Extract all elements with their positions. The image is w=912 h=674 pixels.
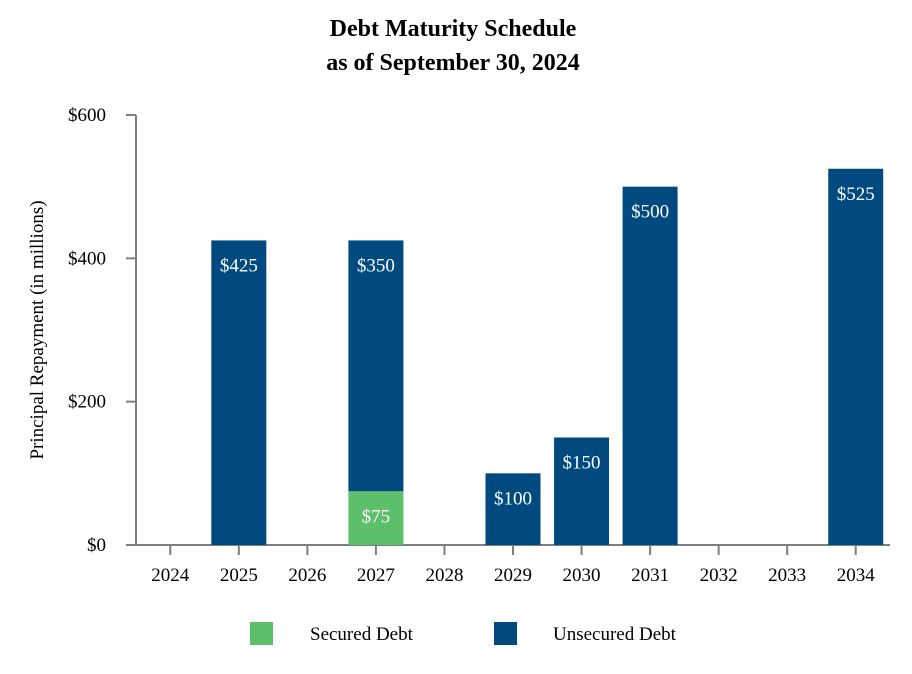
y-tick-label: $400 xyxy=(68,248,106,269)
y-tick-label: $600 xyxy=(68,105,106,126)
x-tick-label: 2025 xyxy=(220,565,258,586)
bar-value-label: $425 xyxy=(220,255,258,276)
bars xyxy=(211,168,884,545)
x-tick-label: 2024 xyxy=(151,565,190,586)
bar-unsecured-debt xyxy=(348,240,404,492)
x-tick-label: 2032 xyxy=(700,565,738,586)
y-axis: $0 $200 $400 $600 xyxy=(68,105,137,556)
chart-subtitle: as of September 30, 2024 xyxy=(326,50,580,76)
legend-swatch xyxy=(250,622,273,645)
legend: Secured Debt Unsecured Debt xyxy=(250,622,677,645)
legend-swatch xyxy=(494,622,517,645)
legend-label: Unsecured Debt xyxy=(553,624,677,645)
bar-value-label: $500 xyxy=(631,202,669,223)
y-tick-label: $0 xyxy=(87,535,106,556)
bar-unsecured-debt xyxy=(554,437,610,545)
x-tick-label: 2029 xyxy=(494,565,532,586)
y-axis-label: Principal Repayment (in millions) xyxy=(27,200,48,459)
bar-value-label: $75 xyxy=(362,506,391,527)
x-tick-label: 2031 xyxy=(631,565,669,586)
chart-title: Debt Maturity Schedule xyxy=(330,16,577,42)
y-tick-label: $200 xyxy=(68,392,106,413)
bar-secured-debt xyxy=(348,491,404,545)
bar-unsecured-debt xyxy=(622,186,678,545)
x-tick-label: 2033 xyxy=(768,565,806,586)
x-tick-label: 2028 xyxy=(425,565,463,586)
legend-label: Secured Debt xyxy=(310,624,414,645)
bar-unsecured-debt xyxy=(211,240,267,545)
bar-unsecured-debt xyxy=(828,168,884,545)
bar-value-label: $350 xyxy=(357,255,395,276)
x-tick-label: 2030 xyxy=(563,565,601,586)
bar-value-label: $150 xyxy=(563,453,601,474)
bar-value-label: $100 xyxy=(494,488,532,509)
x-axis: 2024 2025 2026 2027 2028 2029 2030 2031 2032 2033… xyxy=(126,544,890,586)
x-tick-label: 2034 xyxy=(837,565,876,586)
bar-value-label: $525 xyxy=(837,184,875,205)
x-tick-label: 2026 xyxy=(288,565,326,586)
bar-labels: $425 $75 $350 $100 $150 $500 $525 xyxy=(220,184,875,528)
x-tick-label: 2027 xyxy=(357,565,395,586)
bar-unsecured-debt xyxy=(485,473,541,545)
